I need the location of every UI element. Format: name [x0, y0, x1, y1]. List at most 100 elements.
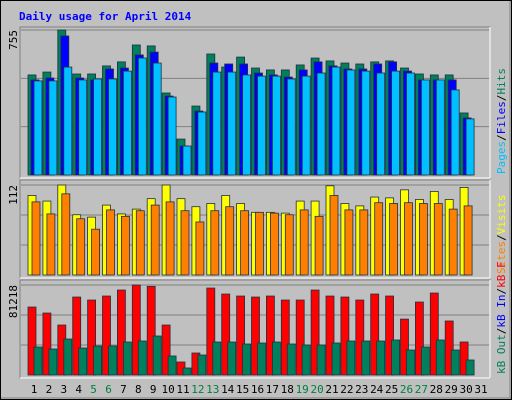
bar — [251, 296, 260, 376]
x-tick-label: 29 — [445, 383, 458, 396]
bar — [257, 75, 266, 176]
bar — [210, 210, 220, 276]
x-tick-label: 10 — [161, 383, 174, 396]
bar — [212, 71, 222, 176]
bar — [108, 78, 117, 176]
bar — [459, 341, 469, 376]
bar — [257, 342, 266, 376]
bar — [435, 339, 445, 376]
bar — [87, 299, 96, 376]
x-tick-label: 18 — [281, 383, 294, 396]
x-tick-label: 23 — [355, 383, 368, 396]
bar — [27, 306, 37, 376]
x-tick-label: 21 — [325, 383, 338, 396]
bar — [420, 346, 430, 376]
bar — [242, 74, 252, 176]
bar — [106, 209, 115, 276]
bar — [91, 228, 100, 276]
bar — [406, 72, 415, 176]
bar — [197, 111, 207, 176]
bar — [117, 289, 126, 376]
y-max-label: 112 — [7, 185, 20, 205]
bar — [361, 340, 371, 376]
bar — [280, 299, 290, 376]
bar — [46, 213, 56, 276]
bar — [389, 203, 399, 276]
bar — [150, 204, 160, 276]
bar — [301, 75, 311, 176]
x-tick-label: 6 — [105, 383, 112, 396]
legend-entry: Pages — [495, 141, 508, 174]
bar — [463, 205, 473, 276]
x-tick-label: 13 — [206, 383, 219, 396]
bar — [182, 145, 192, 176]
bar — [404, 202, 413, 276]
x-tick-label: 12 — [191, 383, 204, 396]
bar — [316, 72, 326, 176]
bar — [340, 296, 350, 376]
bar — [152, 62, 162, 176]
legend-entry: Hits — [495, 68, 508, 95]
bar — [325, 295, 335, 376]
bar — [78, 79, 88, 176]
bar — [152, 335, 162, 376]
x-tick-label: 11 — [176, 383, 189, 396]
bar — [167, 96, 177, 176]
x-tick-label: 16 — [251, 383, 264, 396]
bar — [433, 203, 443, 276]
x-tick-label: 19 — [296, 383, 309, 396]
bar — [161, 324, 171, 376]
bar — [137, 57, 147, 176]
bar — [227, 71, 237, 176]
bar — [108, 345, 117, 376]
bar — [420, 79, 430, 176]
bar — [429, 292, 439, 376]
bar — [123, 341, 132, 376]
bar — [406, 349, 415, 376]
x-tick-label: 1 — [31, 383, 38, 396]
bar — [465, 359, 475, 376]
bar — [450, 89, 460, 176]
legend-separator: / — [495, 134, 508, 141]
bar — [286, 78, 296, 176]
legend-separator: / — [495, 234, 508, 241]
bar — [146, 285, 156, 376]
x-tick-label: 27 — [415, 383, 428, 396]
legend-entry: kB Out — [495, 334, 508, 374]
legend: kB Out/kB In/kB F — [495, 261, 508, 374]
bar — [182, 367, 192, 376]
bar — [165, 201, 175, 276]
x-tick-label: 14 — [221, 383, 235, 396]
bar — [227, 341, 237, 376]
legend: Sites/Visits — [495, 195, 508, 275]
bar — [269, 212, 279, 276]
legend-separator: / — [495, 328, 508, 335]
x-tick-label: 20 — [310, 383, 323, 396]
bar — [63, 338, 73, 376]
bar — [400, 318, 409, 376]
bar — [450, 349, 460, 376]
bar — [376, 72, 386, 176]
bar — [78, 347, 88, 376]
x-tick-label: 15 — [236, 383, 249, 396]
bar — [391, 70, 401, 176]
x-tick-label: 2 — [46, 383, 53, 396]
x-tick-label: 9 — [150, 383, 157, 396]
x-tick-label: 31 — [474, 383, 487, 396]
bar — [123, 70, 132, 176]
bar — [444, 320, 454, 376]
x-tick-label: 17 — [266, 383, 279, 396]
legend-separator: / — [495, 95, 508, 102]
bar — [102, 295, 111, 376]
bar — [374, 202, 384, 276]
bar — [370, 293, 380, 376]
bar — [48, 348, 58, 376]
bar — [265, 295, 275, 376]
bar — [331, 342, 341, 376]
bar — [329, 195, 339, 276]
x-tick-label: 22 — [340, 383, 353, 396]
bar — [331, 66, 341, 176]
bar — [180, 210, 190, 276]
bar — [221, 293, 231, 376]
bar — [295, 299, 305, 376]
